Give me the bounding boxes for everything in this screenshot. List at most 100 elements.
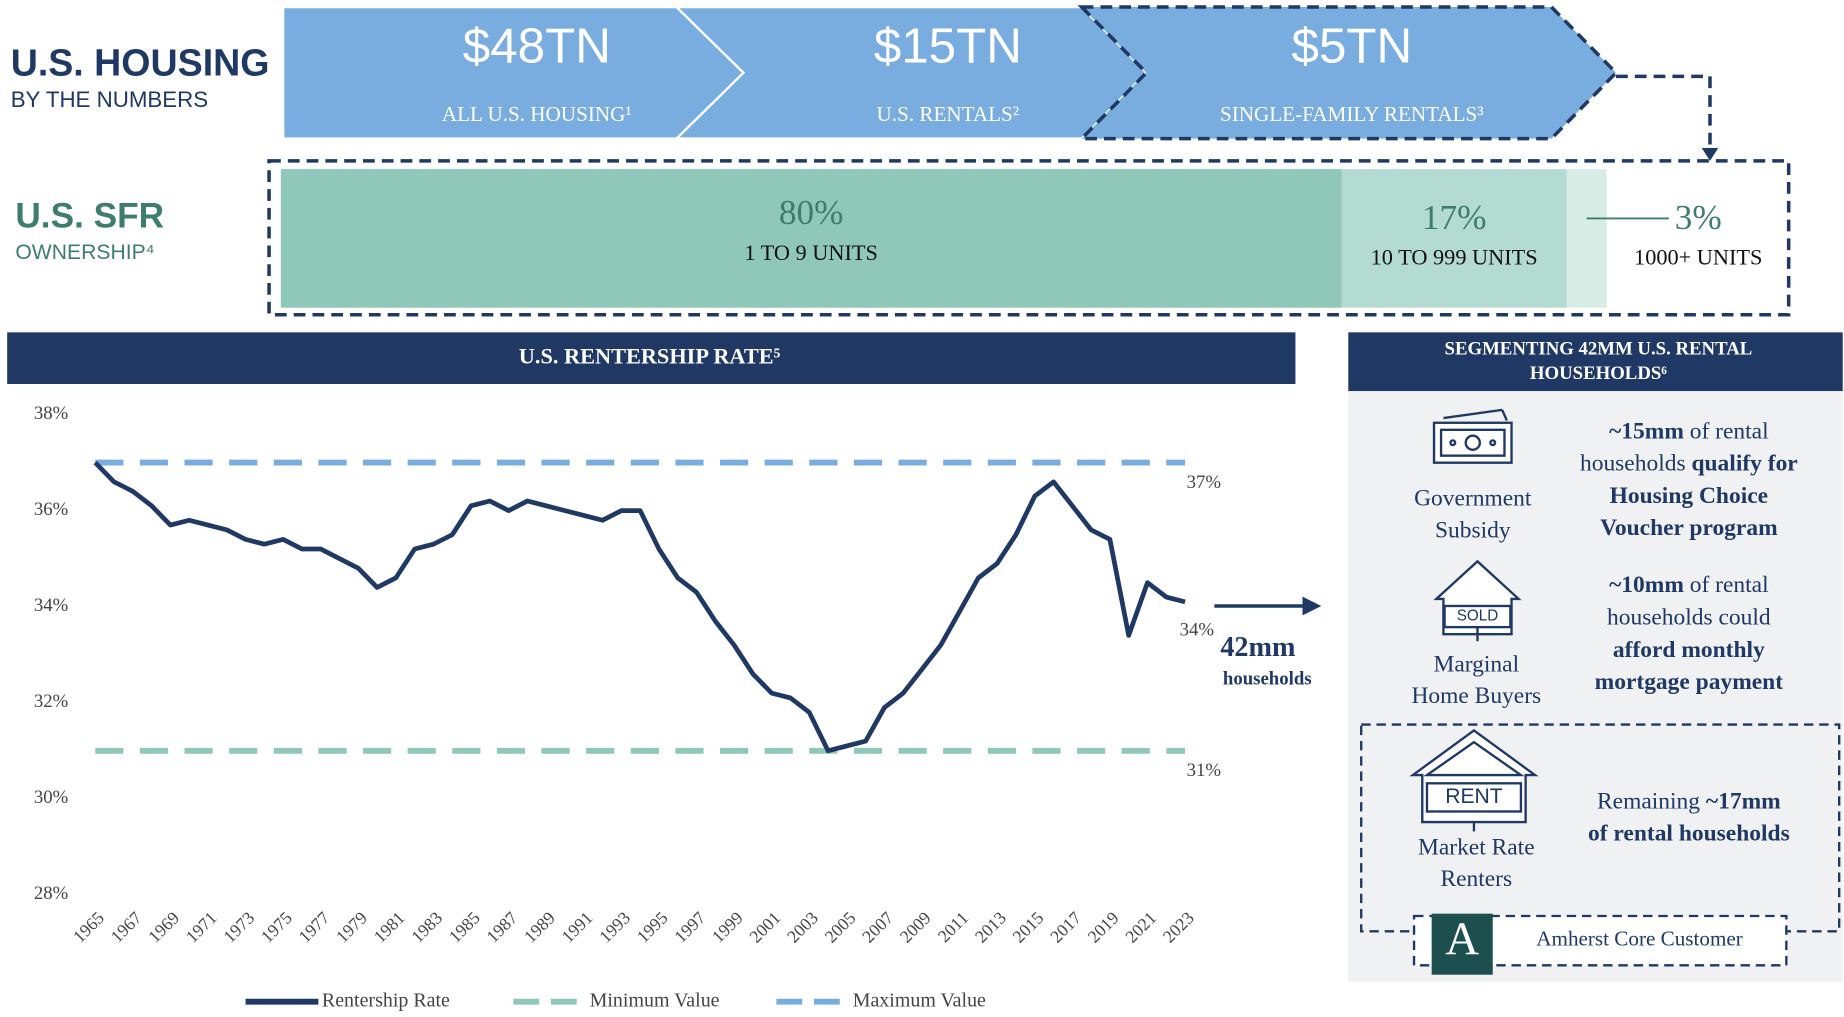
bar-segment — [1566, 169, 1607, 308]
x-tick-label: 1983 — [407, 907, 446, 946]
annotation-value: 42mm — [1220, 632, 1295, 663]
segment-description: mortgage payment — [1595, 669, 1784, 695]
category-label: 1 TO 9 UNITS — [744, 240, 878, 265]
x-tick-label: 1979 — [332, 907, 371, 946]
x-tick-label: 1965 — [69, 907, 108, 946]
chart-title: U.S. RENTERSHIP RATE⁵ — [519, 343, 781, 368]
header-subtitle: BY THE NUMBERS — [11, 87, 208, 112]
segment-description: Voucher program — [1600, 516, 1778, 542]
chevron-value: $5TN — [1292, 18, 1413, 73]
reference-label: 31% — [1187, 760, 1221, 781]
description-part: ~15mm — [1609, 419, 1684, 445]
line-chart: 28%30%32%34%36%38%1965196719691971197319… — [34, 403, 1221, 1011]
category-label: 10 TO 999 UNITS — [1371, 245, 1538, 270]
icon-house — [1409, 729, 1539, 832]
x-tick-label: 2009 — [896, 907, 935, 946]
segment-description: ~15mm of rental — [1609, 419, 1769, 445]
segments: Government Subsidy ~15mm of rental househol… — [1411, 419, 1797, 892]
legend-label: Minimum Value — [590, 989, 720, 1011]
logo-text: A — [1445, 913, 1479, 965]
x-tick-label: 1971 — [182, 908, 221, 947]
segment-description: Housing Choice — [1610, 483, 1768, 509]
description-part: of rental — [1684, 573, 1769, 599]
segment-label: Marginal — [1433, 651, 1519, 677]
x-tick-label: 1993 — [595, 907, 634, 946]
x-tick-label: 2005 — [821, 907, 860, 946]
x-tick-label: 1995 — [633, 907, 672, 946]
segments-panel — [1348, 391, 1843, 982]
y-tick-label: 34% — [34, 595, 68, 616]
x-tick-label: 2011 — [934, 908, 973, 947]
sfr-bars: 80% 1 TO 9 UNITS 17% 10 TO 999 UNITS 3% 1000+… — [280, 169, 1762, 308]
legend-label: Rentership Rate — [322, 989, 450, 1011]
x-tick-label: 1973 — [219, 907, 258, 946]
description-part: households — [1580, 451, 1691, 477]
description-part: Housing Choice — [1610, 483, 1768, 509]
value-label: 80% — [779, 193, 844, 232]
x-tick-label: 2007 — [858, 907, 897, 946]
sfr-box — [267, 159, 1791, 317]
chevron-value: $15TN — [874, 18, 1022, 73]
bar-segment — [280, 169, 1342, 308]
x-tick-label: 1985 — [445, 907, 484, 946]
segment-label: Subsidy — [1435, 517, 1511, 543]
segment-description: ~10mm of rental — [1609, 573, 1769, 599]
x-tick-label: 2015 — [1008, 907, 1047, 946]
chevron-label: SINGLE-FAMILY RENTALS³ — [1220, 102, 1484, 126]
icon-text: SOLD — [1457, 608, 1499, 625]
segment-description: of rental households — [1588, 821, 1790, 847]
x-tick-label: 2023 — [1159, 907, 1198, 946]
category-label: 1000+ UNITS — [1634, 245, 1762, 270]
x-tick-label: 1997 — [670, 907, 709, 946]
arrow-head — [1701, 147, 1719, 161]
chevron-label: ALL U.S. HOUSING¹ — [442, 102, 632, 126]
description-part: of rental — [1684, 419, 1769, 445]
chevron-value: $48TN — [463, 18, 611, 73]
icon-house — [1433, 559, 1522, 642]
legend-label: Maximum Value — [853, 989, 986, 1011]
description-part: afford monthly — [1613, 637, 1765, 663]
description-part: Voucher program — [1600, 516, 1778, 542]
chart-header — [7, 332, 1296, 385]
segment-description: afford monthly — [1613, 637, 1765, 663]
segment-description: households qualify for — [1580, 451, 1798, 477]
logo — [1431, 913, 1493, 975]
x-tick-label: 2017 — [1046, 907, 1085, 946]
value-label: 3% — [1675, 198, 1722, 237]
y-tick-label: 36% — [34, 499, 68, 520]
bar-segment — [1341, 169, 1567, 308]
x-tick-label: 1967 — [107, 907, 146, 946]
connector — [1616, 74, 1712, 151]
segments-title: HOUSEHOLDS⁶ — [1530, 363, 1667, 384]
description-part: of rental households — [1588, 821, 1790, 847]
y-tick-label: 28% — [34, 883, 68, 904]
x-tick-label: 1999 — [708, 907, 747, 946]
x-tick-label: 1981 — [370, 908, 409, 947]
segment-description: Remaining ~17mm — [1597, 789, 1781, 815]
chevron — [1077, 5, 1619, 141]
segment-label: Government — [1414, 486, 1532, 512]
description-part: Remaining — [1597, 789, 1706, 815]
x-tick-label: 1989 — [520, 907, 559, 946]
sfr-subtitle: OWNERSHIP⁴ — [15, 241, 154, 264]
value-label: 17% — [1422, 198, 1487, 237]
segment-label: Renters — [1440, 866, 1512, 892]
x-tick-label: 1987 — [482, 907, 521, 946]
segment-label: Home Buyers — [1411, 683, 1541, 709]
header-title: U.S. HOUSING — [11, 42, 270, 84]
x-tick-label: 2013 — [971, 907, 1010, 946]
description-part: qualify for — [1691, 451, 1797, 477]
x-tick-label: 2001 — [745, 908, 784, 947]
description-part: ~10mm — [1609, 573, 1684, 599]
last-value-label: 34% — [1180, 620, 1214, 641]
chevron-label: U.S. RENTALS² — [877, 102, 1020, 126]
arrow-head — [1302, 596, 1322, 616]
segments-title: SEGMENTING 42MM U.S. RENTAL — [1445, 338, 1753, 359]
y-tick-label: 30% — [34, 787, 68, 808]
y-tick-label: 32% — [34, 691, 68, 712]
description-part: ~17mm — [1706, 789, 1781, 815]
icon-text: RENT — [1445, 785, 1503, 808]
segment-label: Market Rate — [1418, 834, 1535, 860]
x-tick-label: 2019 — [1084, 907, 1123, 946]
